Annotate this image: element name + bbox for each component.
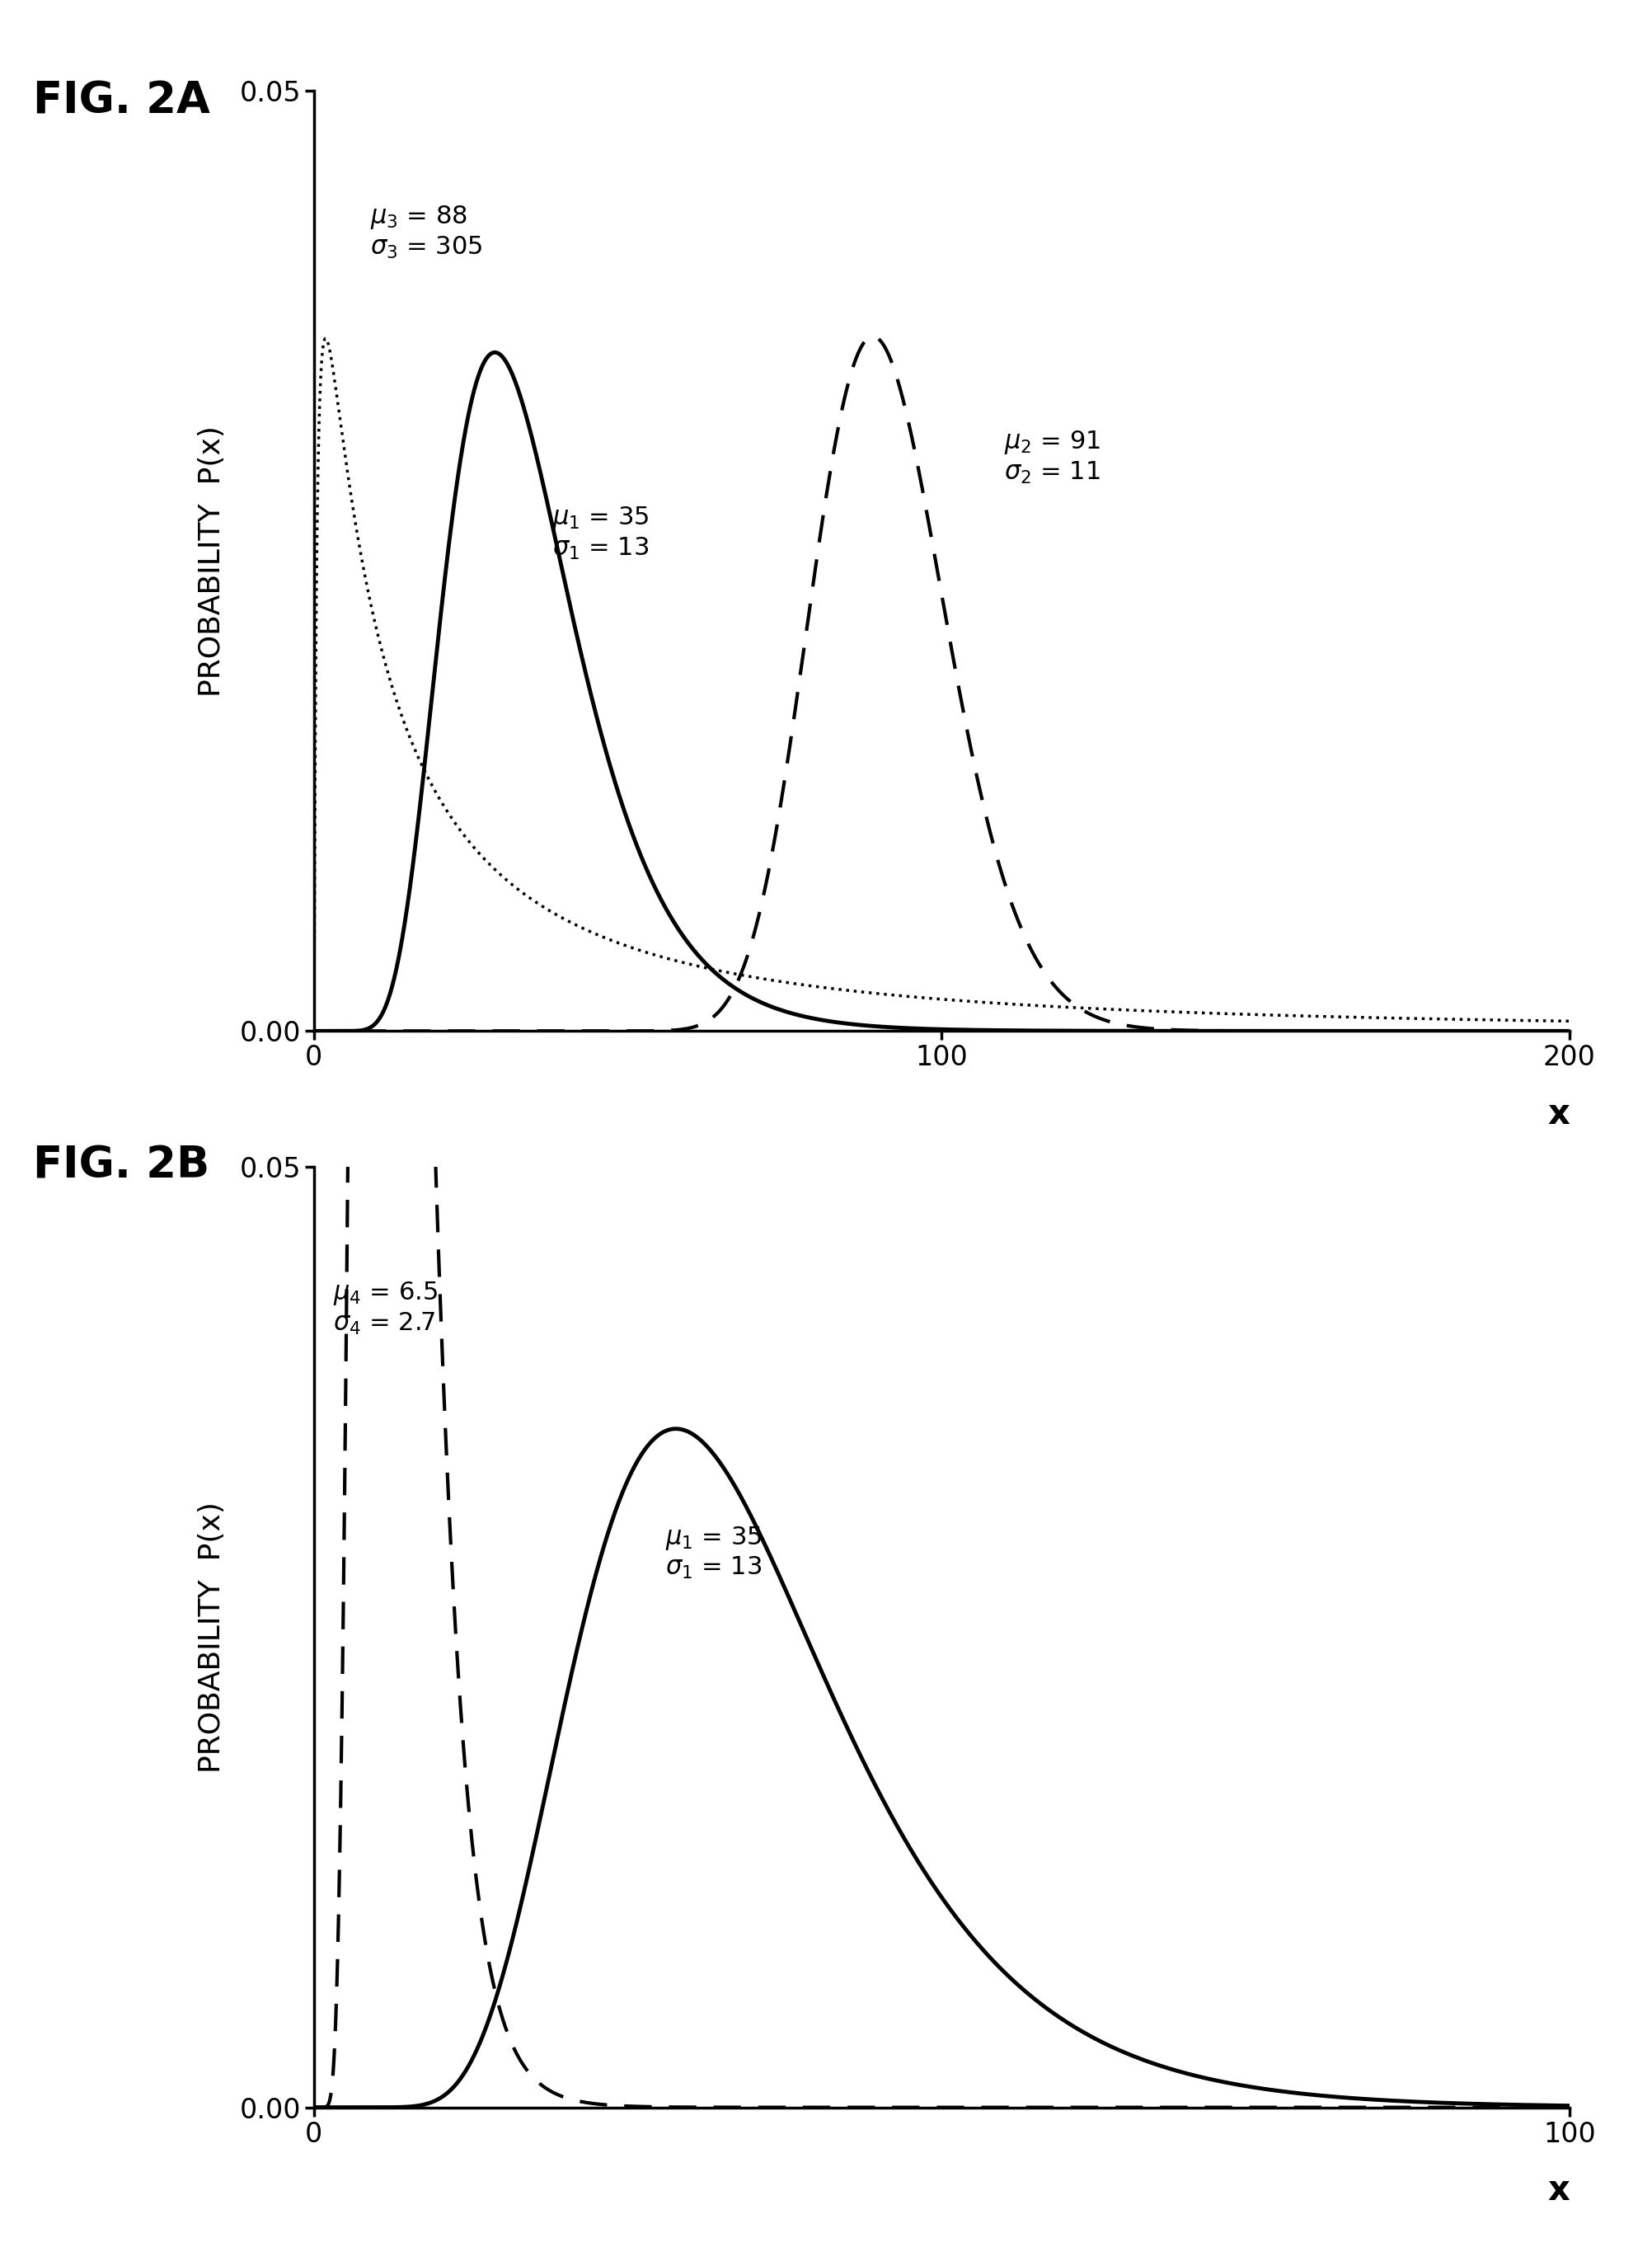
- Text: $\mu_2$ = 91
$\sigma_2$ = 11: $\mu_2$ = 91 $\sigma_2$ = 11: [1004, 428, 1100, 485]
- Text: x: x: [1548, 1097, 1569, 1131]
- Text: x: x: [1548, 2173, 1569, 2207]
- Y-axis label: PROBABILITY  P(x): PROBABILITY P(x): [198, 1502, 226, 1772]
- Text: $\mu_1$ = 35
$\sigma_1$ = 13: $\mu_1$ = 35 $\sigma_1$ = 13: [552, 505, 649, 562]
- Y-axis label: PROBABILITY  P(x): PROBABILITY P(x): [198, 426, 226, 696]
- Text: FIG. 2A: FIG. 2A: [33, 79, 210, 122]
- Text: $\mu_4$ = 6.5
$\sigma_4$ = 2.7: $\mu_4$ = 6.5 $\sigma_4$ = 2.7: [332, 1280, 438, 1337]
- Text: FIG. 2B: FIG. 2B: [33, 1144, 210, 1187]
- Text: $\mu_1$ = 35
$\sigma_1$ = 13: $\mu_1$ = 35 $\sigma_1$ = 13: [666, 1525, 762, 1582]
- Text: $\mu_3$ = 88
$\sigma_3$ = 305: $\mu_3$ = 88 $\sigma_3$ = 305: [370, 204, 482, 261]
